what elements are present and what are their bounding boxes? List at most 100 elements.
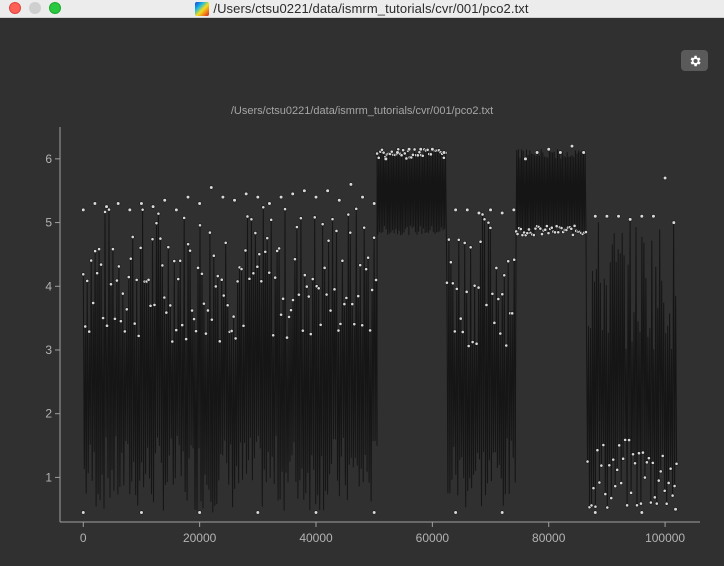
data-point xyxy=(184,337,189,342)
x-tick-label: 100000 xyxy=(645,531,685,545)
data-point xyxy=(360,194,365,200)
data-point xyxy=(205,308,210,313)
zoom-window-button[interactable] xyxy=(49,2,61,14)
data-point xyxy=(113,316,117,321)
data-point xyxy=(313,194,319,200)
settings-button[interactable] xyxy=(681,50,708,71)
data-point xyxy=(401,148,406,153)
x-tick-label: 80000 xyxy=(532,531,566,545)
data-point xyxy=(283,207,287,211)
data-point xyxy=(91,301,96,305)
data-point xyxy=(666,481,671,485)
data-point xyxy=(325,188,330,193)
data-point xyxy=(104,204,109,209)
data-point xyxy=(581,150,586,155)
data-point xyxy=(160,263,165,268)
data-point xyxy=(310,277,315,281)
data-point xyxy=(337,198,342,203)
data-point xyxy=(313,510,319,515)
data-point xyxy=(482,217,487,222)
data-point xyxy=(269,217,274,222)
data-point xyxy=(498,331,503,336)
data-point xyxy=(120,291,125,296)
data-point xyxy=(197,510,202,515)
y-tick-label: 5 xyxy=(45,216,52,230)
x-tick-label: 0 xyxy=(80,531,87,545)
data-point xyxy=(273,275,278,280)
data-point xyxy=(362,225,367,230)
data-point xyxy=(629,490,633,495)
data-point xyxy=(356,294,361,299)
data-point xyxy=(352,322,357,327)
data-point xyxy=(639,501,643,506)
data-point xyxy=(372,235,376,240)
data-point xyxy=(404,156,409,161)
data-point xyxy=(639,214,644,219)
data-point xyxy=(99,262,103,267)
data-point xyxy=(474,341,479,346)
data-layer xyxy=(81,144,679,515)
data-point xyxy=(354,206,359,211)
data-point xyxy=(662,175,668,181)
data-point xyxy=(368,328,373,333)
data-point xyxy=(223,240,228,245)
data-point xyxy=(103,210,107,214)
y-tick-label: 1 xyxy=(45,470,52,484)
data-point xyxy=(593,510,598,515)
data-point xyxy=(198,223,202,228)
data-point xyxy=(324,292,329,297)
close-window-button[interactable] xyxy=(9,2,21,14)
data-point xyxy=(158,236,163,241)
data-point xyxy=(178,258,183,263)
data-point xyxy=(597,480,602,485)
minimize-window-button[interactable] xyxy=(29,2,41,14)
data-point xyxy=(116,264,121,269)
data-point xyxy=(217,339,222,344)
data-point xyxy=(452,329,457,334)
data-point xyxy=(450,281,455,286)
data-point xyxy=(415,153,420,158)
data-point xyxy=(569,144,575,149)
data-point xyxy=(480,212,485,217)
data-point xyxy=(375,151,379,156)
data-point xyxy=(376,155,381,160)
data-point xyxy=(472,283,477,288)
data-point xyxy=(196,265,200,270)
data-point xyxy=(93,249,98,253)
data-point xyxy=(465,207,470,212)
data-point xyxy=(253,231,258,235)
data-point xyxy=(267,201,272,206)
data-point xyxy=(285,335,289,340)
data-point xyxy=(389,149,394,154)
data-point xyxy=(255,510,260,515)
data-point xyxy=(374,278,378,282)
data-point xyxy=(255,264,260,269)
data-point xyxy=(366,255,371,260)
data-point xyxy=(328,308,333,313)
data-point xyxy=(372,510,377,515)
data-point xyxy=(342,302,347,307)
data-point xyxy=(229,329,234,333)
data-point xyxy=(95,271,100,276)
data-point xyxy=(188,248,192,253)
data-point xyxy=(500,292,505,297)
series-line xyxy=(82,149,678,513)
data-point xyxy=(441,150,447,155)
data-point xyxy=(488,207,493,212)
data-point xyxy=(448,260,453,265)
data-point xyxy=(531,233,536,237)
data-point xyxy=(308,332,313,336)
data-point xyxy=(601,443,606,447)
data-point xyxy=(124,307,129,312)
data-point xyxy=(496,297,501,301)
data-point xyxy=(261,205,266,210)
data-point xyxy=(420,153,425,158)
data-point xyxy=(138,245,143,250)
data-point xyxy=(540,232,544,236)
data-point xyxy=(500,210,505,216)
data-point xyxy=(83,324,88,329)
data-point xyxy=(639,510,644,515)
data-point xyxy=(298,216,303,221)
data-point xyxy=(538,226,543,231)
